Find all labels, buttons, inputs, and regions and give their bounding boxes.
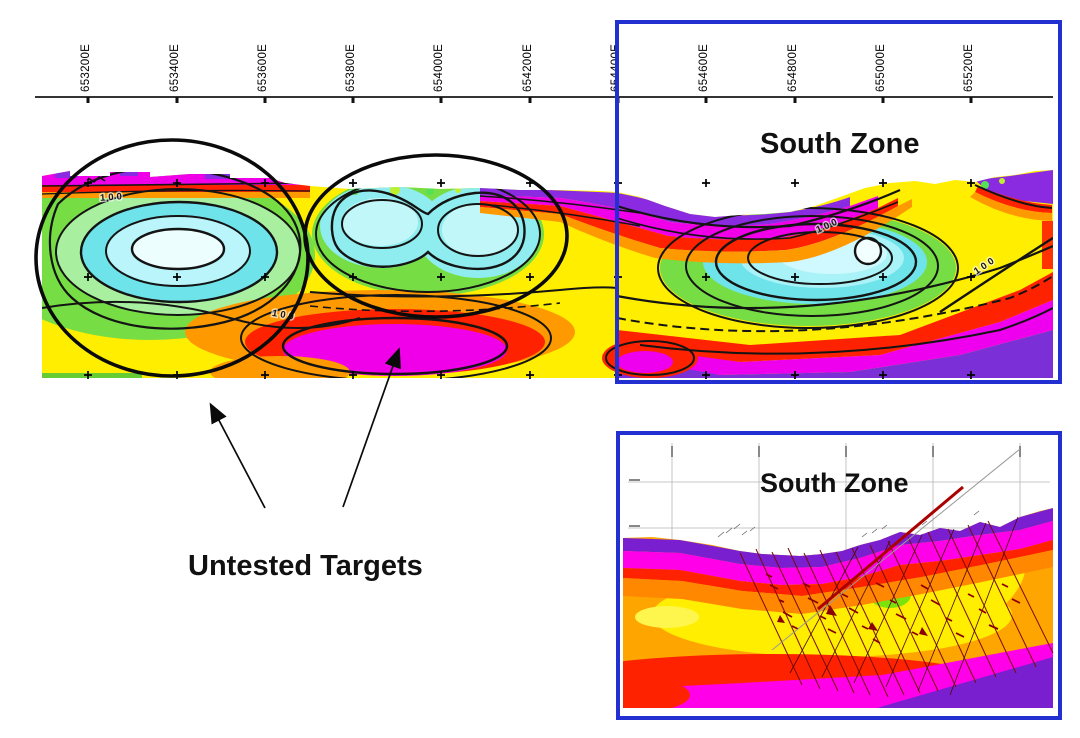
contour-label: 100 [100, 191, 126, 204]
axis-label-653400e: 653400E [169, 43, 181, 92]
inset-section-line [771, 448, 1021, 651]
easting-axis [35, 96, 1053, 103]
south-zone-label-inset: South Zone [760, 468, 909, 498]
axis-label-654200e: 654200E [522, 43, 534, 92]
south-zone-inset-box: South Zone [616, 431, 1062, 720]
annotation-arrows [209, 347, 401, 509]
target-ellipse-middle [303, 153, 569, 319]
axis-label-654000e: 654000E [433, 43, 445, 92]
inset-red-drillhole [817, 485, 964, 611]
south-zone-outline-box [615, 20, 1062, 384]
inset-colormap [623, 508, 1053, 708]
inset-drillholes [717, 510, 1054, 698]
axis-label-653200e: 653200E [80, 43, 92, 92]
target-circles [34, 138, 569, 378]
inset-section-graphic [623, 443, 1054, 708]
station-plus-markers [84, 179, 975, 379]
south-zone-label-main: South Zone [760, 128, 920, 160]
arrow-to-left-target [209, 402, 266, 509]
arrow-to-middle-target [342, 347, 401, 508]
untested-targets-label: Untested Targets [188, 550, 423, 582]
axis-label-653600e: 653600E [257, 43, 269, 92]
axis-label-653800e: 653800E [345, 43, 357, 92]
